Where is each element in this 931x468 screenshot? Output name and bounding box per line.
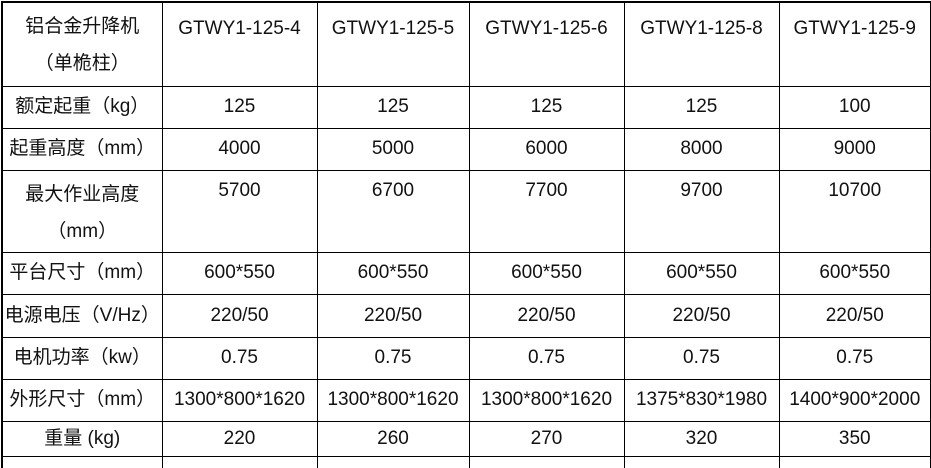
value-cell: 220/50 (778, 293, 931, 338)
model-header: GTWY1-125-4 (161, 1, 318, 87)
value-cell: 1300*800*1620 (316, 378, 470, 422)
row-label: 电源电压（V/Hz） (1, 293, 163, 338)
row-label (1, 455, 163, 468)
value-cell: 600*550 (778, 251, 931, 295)
model-header: GTWY1-125-8 (623, 1, 780, 87)
value-text: 9700 (680, 179, 723, 201)
model-name: GTWY1-125-6 (485, 18, 608, 39)
value-text: 7700 (525, 179, 568, 201)
value-cell: 7700 (468, 169, 625, 253)
corner-header-cell: 铝合金升降机 （单桅柱） (1, 1, 163, 87)
product-name: 铝合金升降机 (25, 16, 140, 37)
row-label-text: 重量 (kg) (44, 427, 121, 449)
value-cell: 260 (316, 420, 470, 457)
model-header: GTWY1-125-5 (316, 1, 470, 87)
value-cell: 220/50 (623, 293, 780, 338)
table-row-rated-load: 额定起重（kg） 125 125 125 125 100 (1, 85, 931, 129)
table-row-weight: 重量 (kg) 220 260 270 320 350 (1, 420, 931, 457)
row-label-text: 电机功率（kw） (13, 347, 151, 368)
value-cell: 220 (161, 420, 318, 457)
value-cell: 600*550 (316, 251, 470, 295)
model-name: GTWY1-125-4 (178, 18, 301, 39)
value-cell: 8000 (623, 127, 780, 171)
model-name: GTWY1-125-8 (640, 18, 763, 39)
value-cell: 220/50 (468, 293, 625, 338)
table-row-motor-power: 电机功率（kw） 0.75 0.75 0.75 0.75 0.75 (1, 336, 931, 380)
value-cell (623, 455, 780, 468)
value-cell: 320 (623, 420, 780, 457)
row-label-text: 平台尺寸（mm） (9, 262, 156, 283)
table-row-platform-size: 平台尺寸（mm） 600*550 600*550 600*550 600*550… (1, 251, 931, 295)
row-label: 额定起重（kg） (1, 85, 163, 129)
value-cell: 0.75 (468, 336, 625, 380)
value-cell: 1375*830*1980 (623, 378, 780, 422)
value-cell: 600*550 (468, 251, 625, 295)
value-text: 10700 (828, 179, 882, 201)
row-label: 重量 (kg) (1, 420, 163, 457)
value-cell: 0.75 (316, 336, 470, 380)
value-cell: 6000 (468, 127, 625, 171)
table-row-voltage: 电源电压（V/Hz） 220/50 220/50 220/50 220/50 2… (1, 293, 931, 338)
row-label-line1: 最大作业高度 (25, 183, 140, 205)
value-cell: 100 (778, 85, 931, 129)
table-row-overall-size: 外形尺寸（mm） 1300*800*1620 1300*800*1620 130… (1, 378, 931, 422)
value-cell: 270 (468, 420, 625, 457)
value-cell: 125 (316, 85, 470, 129)
value-cell: 9700 (623, 169, 780, 253)
value-cell: 1300*800*1620 (161, 378, 318, 422)
value-cell: 6700 (316, 169, 470, 253)
row-label-text: 额定起重（kg） (15, 96, 150, 117)
table-row-lift-height: 起重高度（mm） 4000 5000 6000 8000 9000 (1, 127, 931, 171)
value-cell: 9000 (778, 127, 931, 171)
value-cell (161, 455, 318, 468)
value-cell: 125 (623, 85, 780, 129)
model-header: GTWY1-125-6 (468, 1, 625, 87)
value-cell: 5000 (316, 127, 470, 171)
value-text: 6700 (371, 179, 415, 201)
model-header: GTWY1-125-9 (778, 1, 931, 87)
value-cell (778, 455, 931, 468)
value-cell: 220/50 (316, 293, 470, 338)
row-label: 平台尺寸（mm） (1, 251, 163, 295)
value-cell: 220/50 (161, 293, 318, 338)
value-cell: 125 (468, 85, 625, 129)
value-cell (468, 455, 625, 468)
table-row-partial-clipped (1, 455, 931, 468)
value-cell (316, 455, 470, 468)
value-cell: 600*550 (623, 251, 780, 295)
row-label-text: 最大作业高度 （mm） (3, 171, 161, 250)
row-label: 最大作业高度 （mm） (1, 169, 163, 253)
model-name: GTWY1-125-9 (793, 18, 916, 39)
table-row-max-work-height: 最大作业高度 （mm） 5700 6700 7700 9700 10700 (1, 169, 931, 253)
value-cell: 4000 (161, 127, 318, 171)
value-cell: 0.75 (161, 336, 318, 380)
value-cell: 1400*900*2000 (778, 378, 931, 422)
row-label-line2: （mm） (47, 220, 118, 242)
value-cell: 1300*800*1620 (468, 378, 625, 422)
value-text: 5700 (218, 179, 261, 201)
value-cell: 350 (778, 420, 931, 457)
row-label: 外形尺寸（mm） (1, 378, 163, 422)
product-subtype: （单桅柱） (34, 53, 130, 74)
value-cell: 0.75 (623, 336, 780, 380)
value-cell: 0.75 (778, 336, 931, 380)
table-header-row: 铝合金升降机 （单桅柱） GTWY1-125-4 GTWY1-125-5 GTW… (1, 1, 931, 87)
row-label-text: 外形尺寸（mm） (9, 389, 156, 410)
row-label: 电机功率（kw） (1, 336, 163, 380)
row-label-text: 电源电压（V/Hz） (4, 304, 160, 326)
row-label-text: 起重高度（mm） (9, 138, 156, 159)
value-cell: 125 (161, 85, 318, 129)
row-label: 起重高度（mm） (1, 127, 163, 171)
model-name: GTWY1-125-5 (331, 18, 455, 39)
value-cell: 5700 (161, 169, 318, 253)
value-cell: 600*550 (161, 251, 318, 295)
value-cell: 10700 (778, 169, 931, 253)
